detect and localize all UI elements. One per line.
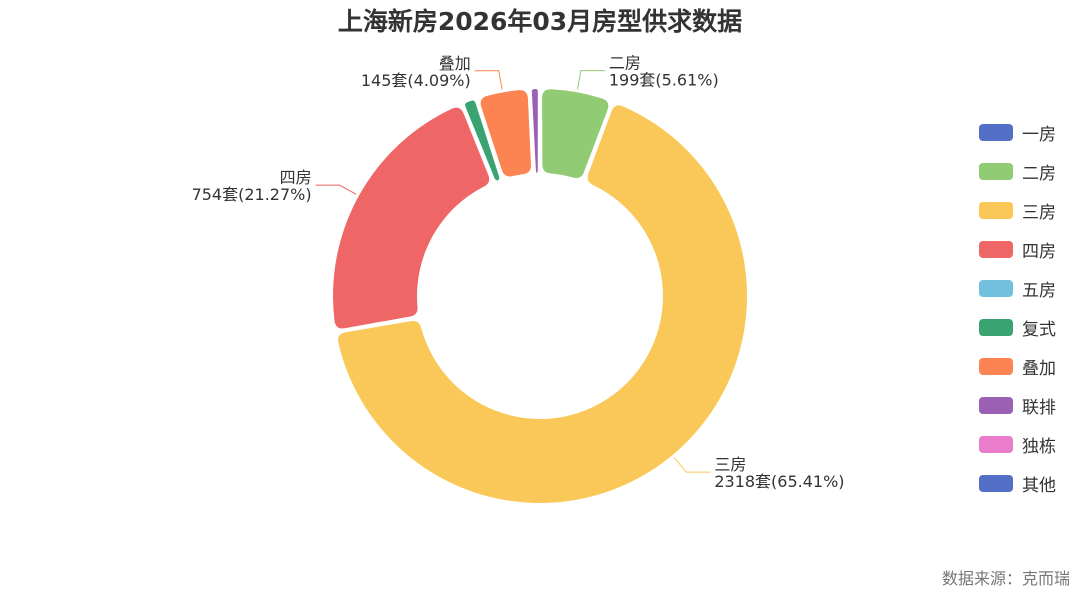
legend-swatch [979, 202, 1013, 219]
legend-label: 二房 [1022, 164, 1056, 184]
leader-line-二房 [576, 70, 605, 90]
legend-item-二房[interactable]: 二房 [979, 152, 1056, 191]
slice-group [333, 89, 747, 504]
slice-label-name: 叠加 [439, 54, 471, 73]
legend-swatch [979, 163, 1013, 180]
legend-item-叠加[interactable]: 叠加 [979, 347, 1056, 386]
leader-line-三房 [673, 457, 711, 473]
slice-label-name: 二房 [609, 54, 641, 73]
legend-label: 三房 [1022, 203, 1056, 223]
legend-swatch [979, 397, 1013, 414]
leader-line-叠加 [474, 70, 503, 90]
legend-label: 五房 [1022, 281, 1056, 301]
slice-三房[interactable] [338, 105, 747, 504]
legend-item-四房[interactable]: 四房 [979, 230, 1056, 269]
chart-title: 上海新房2026年03月房型供求数据 [337, 7, 743, 36]
legend-item-三房[interactable]: 三房 [979, 191, 1056, 230]
legend-label: 其他 [1022, 476, 1056, 496]
legend-item-复式[interactable]: 复式 [979, 308, 1056, 347]
leader-line-group [315, 70, 711, 473]
source-note: 数据来源：克而瑞 [941, 569, 1070, 588]
leader-line-四房 [315, 184, 357, 195]
slice-label-value: 2318套(65.41%) [714, 472, 844, 491]
legend-swatch [979, 241, 1013, 258]
legend: 一房二房三房四房五房复式叠加联排独栋其他 [979, 113, 1056, 503]
legend-swatch [979, 436, 1013, 453]
legend-item-其他[interactable]: 其他 [979, 464, 1056, 503]
legend-swatch [979, 124, 1013, 141]
legend-item-联排[interactable]: 联排 [979, 386, 1056, 425]
slice-叠加[interactable] [480, 90, 532, 177]
legend-swatch [979, 280, 1013, 297]
slice-复式[interactable] [465, 100, 500, 181]
slice-label-name: 四房 [280, 168, 312, 187]
slice-联排[interactable] [531, 89, 539, 174]
legend-label: 联排 [1022, 398, 1056, 418]
slice-四房[interactable] [333, 107, 490, 329]
slice-label-value: 199套(5.61%) [609, 71, 719, 90]
legend-label: 四房 [1022, 242, 1056, 262]
legend-item-独栋[interactable]: 独栋 [979, 425, 1056, 464]
legend-label: 独栋 [1022, 437, 1056, 457]
legend-swatch [979, 319, 1013, 336]
legend-swatch [979, 475, 1013, 492]
legend-item-五房[interactable]: 五房 [979, 269, 1056, 308]
legend-swatch [979, 358, 1013, 375]
slice-label-value: 754套(21.27%) [192, 185, 312, 204]
legend-label: 叠加 [1022, 359, 1056, 379]
legend-item-一房[interactable]: 一房 [979, 113, 1056, 152]
legend-label: 复式 [1022, 320, 1056, 340]
slice-label-value: 145套(4.09%) [361, 71, 471, 90]
slice-label-name: 三房 [714, 455, 746, 474]
slice-二房[interactable] [542, 89, 609, 179]
legend-label: 一房 [1022, 125, 1056, 145]
